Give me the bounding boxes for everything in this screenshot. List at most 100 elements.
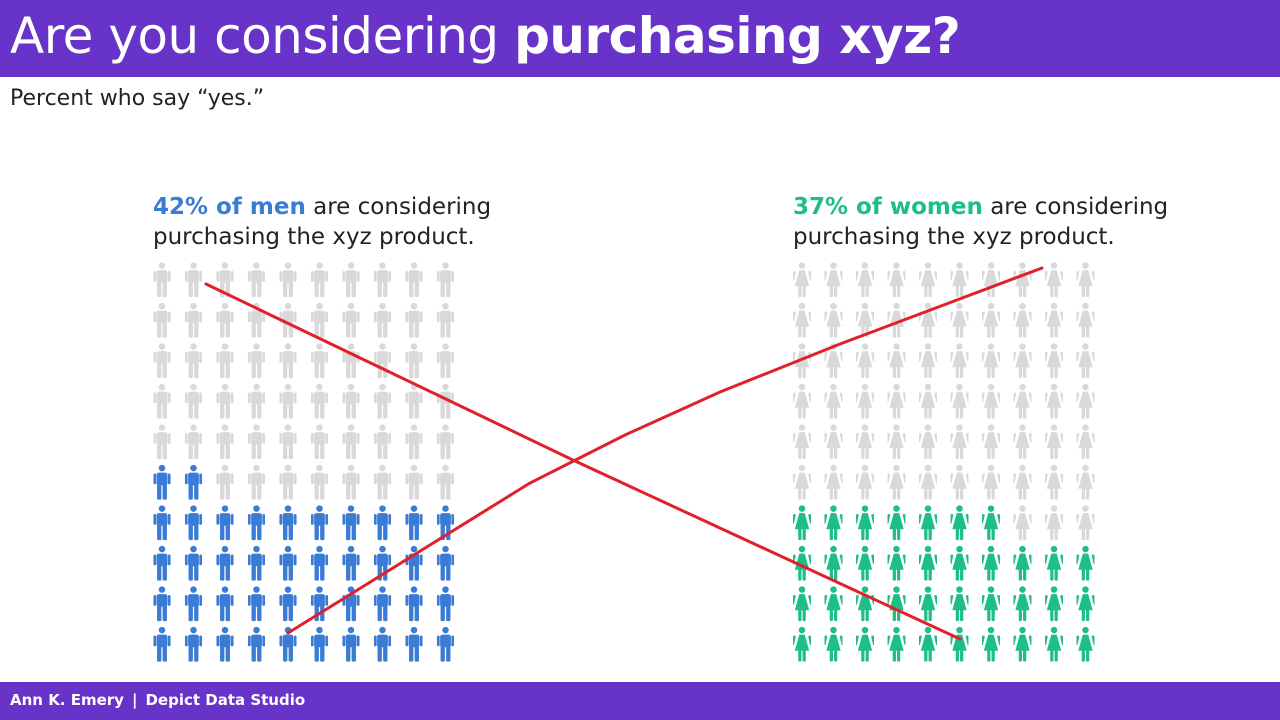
- men-icon-empty: [436, 302, 455, 338]
- men-icon-empty: [342, 464, 360, 500]
- women-icon-filled: [793, 626, 811, 662]
- men-icon-filled: [153, 626, 171, 662]
- caption-men-highlight: 42% of men: [153, 194, 306, 220]
- men-icon-filled: [279, 586, 297, 622]
- women-icon-empty: [856, 424, 874, 460]
- women-icon-empty: [982, 262, 1000, 298]
- men-icon-filled: [247, 626, 266, 662]
- women-icon-filled: [950, 626, 969, 662]
- women-icon-empty: [982, 424, 1000, 460]
- women-icon-empty: [1045, 343, 1063, 379]
- men-icon-empty: [279, 424, 297, 460]
- women-icon-filled: [856, 505, 874, 541]
- women-icon-empty: [1045, 383, 1063, 419]
- men-icon-filled: [310, 626, 329, 662]
- men-icon-empty: [342, 262, 360, 298]
- women-icon-empty: [1076, 505, 1095, 541]
- women-icon-empty: [824, 383, 843, 419]
- women-icon-empty: [1045, 262, 1063, 298]
- women-icon-empty: [982, 302, 1000, 338]
- men-icon-filled: [216, 626, 234, 662]
- women-icon-empty: [919, 262, 937, 298]
- women-icon-empty: [982, 343, 1000, 379]
- page-title: Are you considering purchasing xyz?: [10, 4, 961, 68]
- women-icon-filled: [824, 586, 843, 622]
- women-icon-filled: [982, 626, 1000, 662]
- men-icon-filled: [279, 505, 297, 541]
- men-icon-empty: [184, 424, 203, 460]
- men-icon-filled: [216, 545, 234, 581]
- men-icon-filled: [436, 626, 455, 662]
- men-icon-empty: [216, 464, 234, 500]
- men-icon-empty: [247, 383, 266, 419]
- women-icon-filled: [950, 505, 969, 541]
- women-icon-empty: [856, 262, 874, 298]
- women-icon-filled: [950, 586, 969, 622]
- men-icon-filled: [247, 586, 266, 622]
- women-icon-empty: [950, 383, 969, 419]
- men-icon-empty: [153, 262, 171, 298]
- men-icon-empty: [373, 383, 392, 419]
- women-icon-filled: [982, 505, 1000, 541]
- men-icon-filled: [310, 545, 329, 581]
- women-icon-filled: [1013, 586, 1032, 622]
- footer-separator: |: [131, 691, 138, 709]
- men-icon-empty: [247, 464, 266, 500]
- men-icon-empty: [373, 464, 392, 500]
- men-icon-filled: [405, 626, 423, 662]
- women-icon-empty: [887, 464, 906, 500]
- men-icon-filled: [436, 586, 455, 622]
- women-icon-empty: [856, 383, 874, 419]
- women-icon-empty: [919, 343, 937, 379]
- men-icon-empty: [279, 343, 297, 379]
- men-icon-empty: [436, 464, 455, 500]
- women-icon-filled: [887, 586, 906, 622]
- men-icon-empty: [247, 343, 266, 379]
- caption-men-rest: are considering purchasing the xyz produ…: [153, 194, 492, 250]
- men-icon-empty: [342, 343, 360, 379]
- women-icon-filled: [793, 586, 811, 622]
- women-icon-filled: [1045, 586, 1063, 622]
- men-icon-filled: [184, 505, 203, 541]
- men-icon-filled: [184, 545, 203, 581]
- men-icon-filled: [247, 545, 266, 581]
- women-icon-filled: [1076, 626, 1095, 662]
- women-icon-empty: [1013, 302, 1032, 338]
- women-icon-empty: [887, 383, 906, 419]
- men-icon-empty: [310, 424, 329, 460]
- men-icon-filled: [373, 505, 392, 541]
- women-icon-filled: [824, 505, 843, 541]
- men-icon-filled: [153, 545, 171, 581]
- women-icon-empty: [950, 464, 969, 500]
- women-icon-empty: [1013, 464, 1032, 500]
- men-icon-empty: [247, 262, 266, 298]
- men-icon-filled: [279, 545, 297, 581]
- women-icon-filled: [856, 626, 874, 662]
- women-icon-filled: [919, 626, 937, 662]
- title-prefix: Are you considering: [10, 7, 499, 65]
- men-icon-filled: [405, 586, 423, 622]
- women-icon-filled: [1076, 586, 1095, 622]
- men-icon-empty: [310, 383, 329, 419]
- women-icon-empty: [793, 383, 811, 419]
- men-icon-empty: [184, 383, 203, 419]
- men-icon-filled: [153, 464, 171, 500]
- women-icon-empty: [1045, 302, 1063, 338]
- women-icon-empty: [793, 302, 811, 338]
- footer-author: Ann K. Emery: [10, 691, 124, 709]
- men-icon-filled: [184, 464, 203, 500]
- men-icon-filled: [342, 545, 360, 581]
- women-icon-empty: [887, 262, 906, 298]
- women-icon-filled: [982, 586, 1000, 622]
- women-icon-filled: [793, 505, 811, 541]
- men-icon-empty: [373, 424, 392, 460]
- title-emphasis: purchasing xyz?: [514, 7, 961, 65]
- cross-out-mark: [204, 266, 1044, 641]
- men-icon-filled: [373, 626, 392, 662]
- women-icon-empty: [856, 343, 874, 379]
- women-icon-empty: [1045, 424, 1063, 460]
- women-icon-empty: [1045, 464, 1063, 500]
- women-icon-empty: [982, 383, 1000, 419]
- footer-credit: Ann K. Emery | Depict Data Studio: [10, 691, 305, 709]
